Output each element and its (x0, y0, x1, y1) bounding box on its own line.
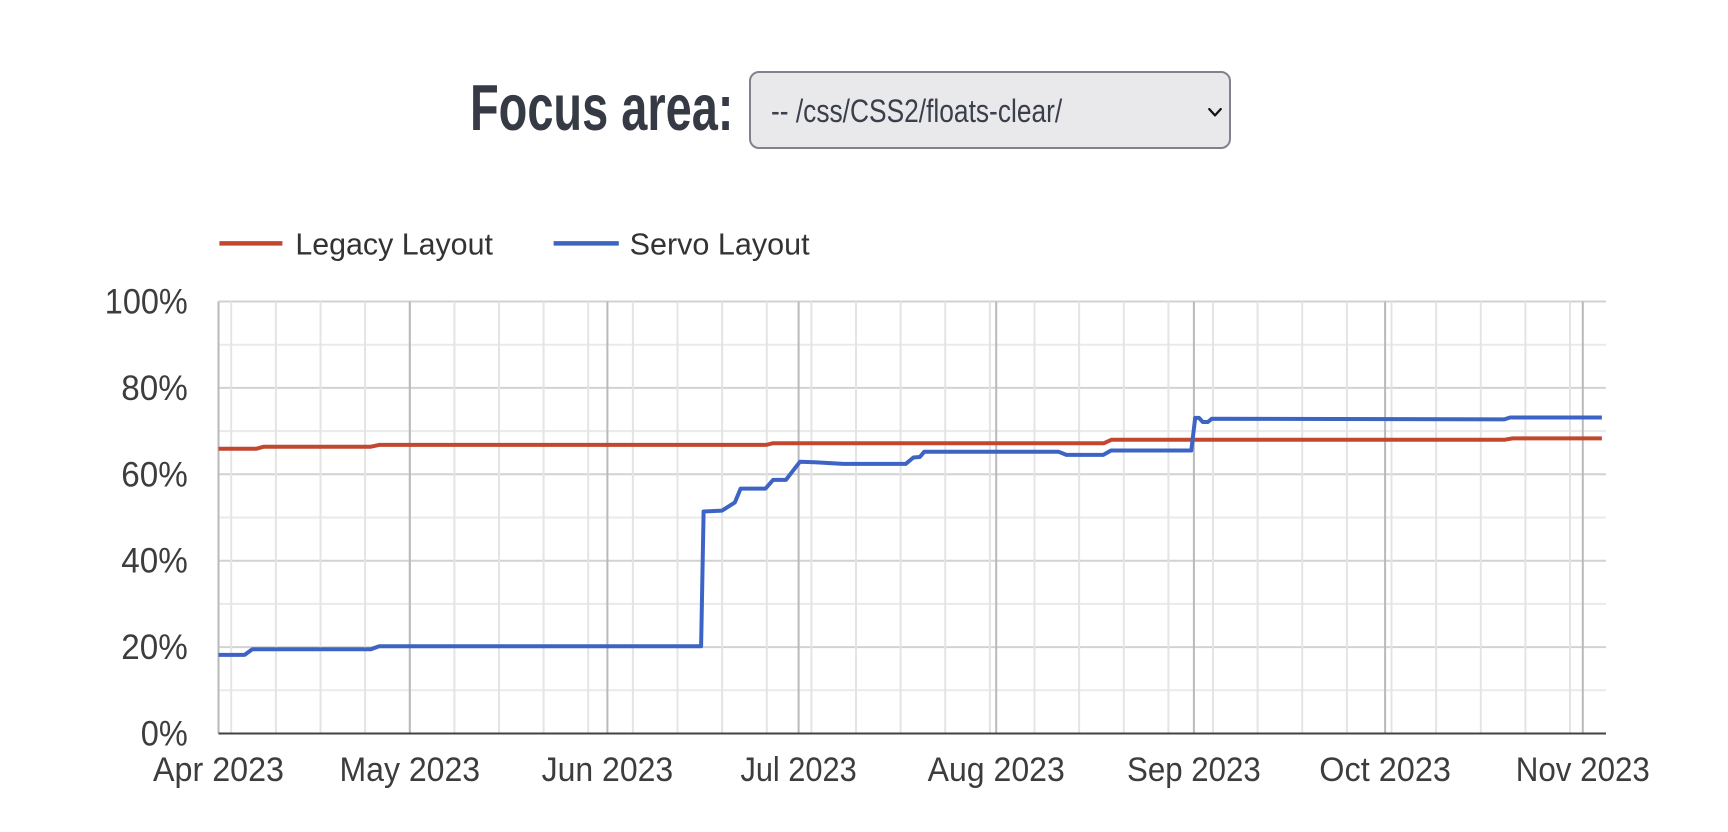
svg-text:Oct 2023: Oct 2023 (1319, 751, 1451, 789)
svg-text:Jul 2023: Jul 2023 (740, 751, 856, 789)
svg-text:80%: 80% (121, 369, 188, 408)
svg-text:60%: 60% (121, 455, 188, 494)
svg-text:20%: 20% (121, 628, 188, 667)
svg-text:40%: 40% (121, 542, 188, 581)
svg-text:Sep 2023: Sep 2023 (1127, 751, 1261, 789)
svg-text:Jun 2023: Jun 2023 (542, 751, 674, 789)
svg-text:Apr 2023: Apr 2023 (153, 751, 284, 789)
svg-text:Aug 2023: Aug 2023 (928, 751, 1065, 789)
svg-text:Legacy Layout: Legacy Layout (295, 227, 493, 262)
svg-text:Nov 2023: Nov 2023 (1516, 751, 1650, 789)
svg-text:0%: 0% (141, 715, 188, 754)
svg-text:100%: 100% (105, 283, 188, 322)
svg-text:Servo Layout: Servo Layout (630, 227, 810, 262)
svg-text:May 2023: May 2023 (339, 751, 480, 789)
